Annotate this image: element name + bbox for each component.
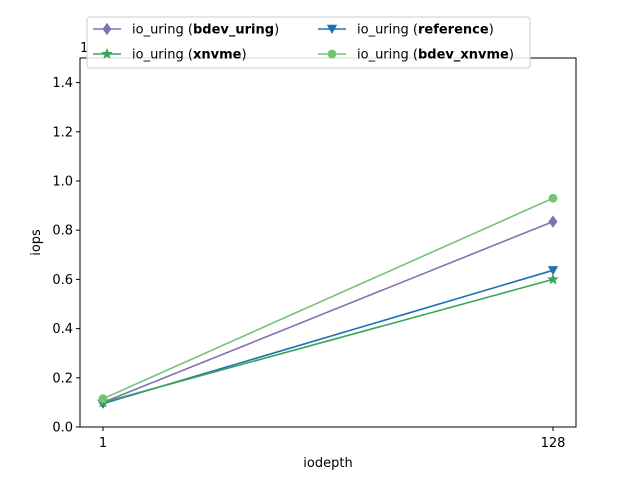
legend-label-prefix: io_uring (: [132, 23, 193, 38]
legend-label-suffix: ): [241, 48, 246, 63]
y-tick-label-7: 1.4: [52, 76, 73, 91]
series-2-point-1: [547, 273, 559, 285]
legend-marker-3: [327, 49, 337, 59]
series-line-2: [102, 278, 554, 404]
series-line-0: [102, 220, 554, 404]
y-tick-label-1: 0.2: [52, 371, 73, 386]
series-bdev-xnvme: [98, 193, 558, 404]
legend-entry-bdev-xnvme: io_uring (bdev_xnvme): [318, 48, 514, 63]
legend-label-name: xnvme: [193, 48, 242, 63]
legend-entry-xnvme: io_uring (xnvme): [93, 48, 247, 63]
series-line-3: [102, 197, 554, 400]
legend-marker-2: [101, 47, 113, 59]
legend-marker-1: [326, 24, 338, 35]
series-3-point-0: [98, 394, 108, 404]
x-tick-label-1: 128: [541, 436, 566, 451]
plot-area: [80, 58, 576, 427]
legend-label-suffix: ): [274, 23, 279, 38]
series-1-point-1: [547, 266, 559, 276]
series-3-point-1: [548, 193, 558, 203]
x-axis-label: iodepth: [303, 456, 352, 471]
legend-label-name: bdev_xnvme: [418, 48, 509, 63]
y-tick-label-6: 1.2: [52, 125, 73, 140]
y-tick-label-2: 0.4: [52, 322, 73, 337]
legend-label-name: reference: [418, 23, 489, 38]
legend-label-0: io_uring (bdev_uring): [132, 23, 279, 38]
legend-label-prefix: io_uring (: [357, 23, 418, 38]
legend-entry-bdev-uring: io_uring (bdev_uring): [93, 23, 279, 38]
y-axis: 0.0 0.2 0.4 0.6 0.8 1.0 1.2 1.4: [52, 76, 80, 436]
legend-frame: [86, 16, 531, 69]
x-axis: 1 128: [99, 427, 566, 451]
legend-label-1: io_uring (reference): [357, 23, 494, 38]
legend-entry-reference: io_uring (reference): [318, 23, 494, 38]
legend-marker-0: [102, 22, 112, 36]
legend-label-3: io_uring (bdev_xnvme): [357, 48, 514, 63]
series-0-point-1: [548, 215, 558, 228]
x-tick-label-0: 1: [99, 436, 107, 451]
legend-label-2: io_uring (xnvme): [132, 48, 247, 63]
y-tick-label-5: 1.0: [52, 175, 73, 190]
y-tick-label-0: 0.0: [52, 421, 73, 436]
y-tick-label-4: 0.8: [52, 224, 73, 239]
series-layer: [97, 193, 559, 409]
y-axis-label: iops: [29, 229, 44, 256]
legend: io_uring (bdev_uring) io_uring (reference…: [86, 16, 531, 69]
legend-label-suffix: ): [509, 48, 514, 63]
y-axis-offset-text: 1: [80, 41, 88, 56]
y-tick-label-3: 0.6: [52, 273, 73, 288]
legend-label-suffix: ): [489, 23, 494, 38]
legend-label-prefix: io_uring (: [132, 48, 193, 63]
legend-label-prefix: io_uring (: [357, 48, 418, 63]
legend-label-name: bdev_uring: [193, 23, 274, 38]
